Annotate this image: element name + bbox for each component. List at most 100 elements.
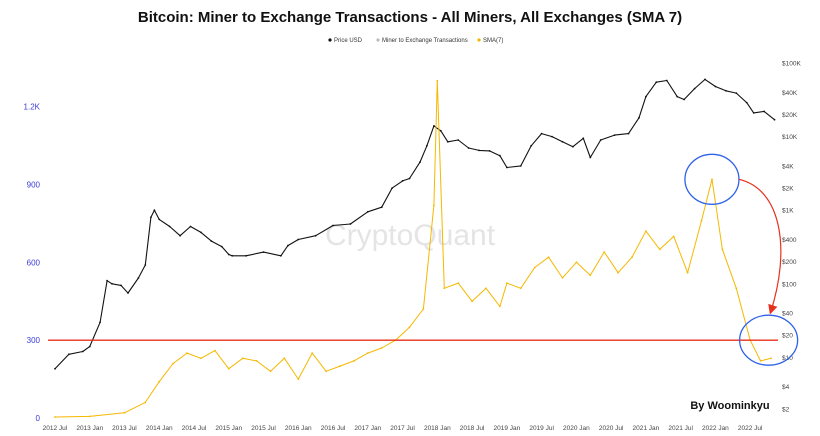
data-point bbox=[158, 380, 161, 383]
data-point bbox=[231, 254, 234, 257]
data-point bbox=[655, 81, 658, 84]
legend-marker bbox=[328, 38, 332, 42]
data-point bbox=[283, 357, 286, 360]
x-tick-label: 2021 Jul bbox=[668, 425, 693, 432]
data-point bbox=[599, 139, 602, 141]
data-point bbox=[158, 218, 161, 221]
data-point bbox=[339, 365, 341, 367]
right-tick-label: $20K bbox=[782, 112, 798, 119]
data-point bbox=[499, 154, 501, 157]
data-point bbox=[721, 248, 724, 251]
data-point bbox=[419, 161, 421, 164]
legend-entry[interactable]: Miner to Exchange Transactions bbox=[382, 38, 468, 44]
data-point bbox=[137, 277, 140, 279]
data-point bbox=[189, 225, 192, 228]
data-point bbox=[81, 350, 84, 353]
right-tick-label: $100K bbox=[782, 61, 801, 68]
right-tick-label: $20 bbox=[782, 333, 793, 340]
data-point bbox=[488, 150, 491, 152]
x-tick-label: 2015 Jan bbox=[215, 425, 242, 432]
data-point bbox=[68, 353, 70, 356]
legend-entry[interactable]: SMA(7) bbox=[483, 38, 503, 44]
data-point bbox=[589, 274, 592, 277]
data-point bbox=[478, 149, 480, 152]
data-point bbox=[408, 177, 411, 180]
data-point bbox=[700, 219, 703, 222]
data-point bbox=[547, 256, 550, 259]
data-point bbox=[311, 352, 314, 354]
x-tick-label: 2022 Jul bbox=[738, 425, 763, 432]
x-tick-label: 2019 Jan bbox=[493, 425, 520, 432]
data-point bbox=[551, 135, 553, 138]
data-point bbox=[127, 292, 129, 294]
left-tick-label: 300 bbox=[27, 336, 41, 345]
x-tick-label: 2014 Jul bbox=[182, 425, 207, 432]
right-tick-label: $200 bbox=[782, 259, 797, 266]
data-point bbox=[426, 144, 428, 147]
legend-entry[interactable]: Price USD bbox=[334, 38, 363, 44]
data-point bbox=[704, 78, 706, 81]
data-point bbox=[770, 357, 772, 360]
data-point bbox=[391, 187, 393, 190]
data-point bbox=[280, 254, 282, 257]
annotation-layer bbox=[48, 153, 799, 366]
data-point bbox=[485, 287, 487, 290]
series-line bbox=[54, 78, 775, 370]
data-point bbox=[210, 240, 213, 243]
legend: Price USD Miner to Exchange Transactions S… bbox=[328, 38, 503, 44]
data-point bbox=[603, 251, 606, 253]
data-point bbox=[467, 147, 470, 149]
data-point bbox=[676, 95, 679, 98]
x-tick-label: 2018 Jul bbox=[460, 425, 485, 432]
x-tick-label: 2018 Jan bbox=[424, 425, 451, 432]
data-point bbox=[457, 139, 460, 141]
x-tick-label: 2013 Jan bbox=[76, 425, 103, 432]
data-point bbox=[214, 349, 216, 352]
data-point bbox=[561, 277, 564, 279]
data-point bbox=[683, 98, 685, 101]
data-point bbox=[638, 116, 640, 119]
data-point bbox=[627, 132, 630, 135]
data-point bbox=[349, 223, 352, 225]
x-tick-label: 2016 Jul bbox=[321, 425, 346, 432]
data-point bbox=[262, 251, 265, 254]
data-point bbox=[88, 345, 91, 348]
x-tick-label: 2015 Jul bbox=[251, 425, 276, 432]
data-point bbox=[572, 145, 574, 148]
data-point bbox=[773, 118, 776, 121]
right-tick-label: $40K bbox=[782, 90, 798, 97]
data-point bbox=[245, 254, 248, 257]
data-point bbox=[153, 209, 156, 212]
data-point bbox=[457, 282, 460, 284]
x-tick-label: 2020 Jan bbox=[563, 425, 590, 432]
right-tick-label: $40 bbox=[782, 311, 793, 318]
right-tick-label: $100 bbox=[782, 281, 797, 288]
data-point bbox=[506, 282, 508, 284]
series-layer bbox=[54, 78, 776, 418]
x-tick-label: 2013 Jul bbox=[112, 425, 137, 432]
data-point bbox=[582, 137, 585, 140]
data-point bbox=[332, 224, 334, 227]
data-point bbox=[366, 352, 369, 354]
data-point bbox=[589, 156, 592, 159]
data-point bbox=[172, 362, 175, 365]
data-point bbox=[269, 370, 272, 373]
data-point bbox=[54, 416, 56, 418]
data-point bbox=[752, 112, 755, 114]
left-tick-label: 900 bbox=[27, 181, 41, 190]
data-point bbox=[506, 166, 508, 169]
right-tick-label: $2K bbox=[782, 186, 794, 193]
data-point bbox=[186, 352, 188, 354]
data-point bbox=[353, 360, 355, 362]
data-point bbox=[439, 129, 442, 132]
data-point bbox=[99, 321, 101, 324]
data-point bbox=[436, 79, 439, 82]
data-point bbox=[745, 101, 748, 104]
data-point bbox=[297, 238, 300, 241]
left-tick-label: 1.2K bbox=[24, 103, 41, 112]
left-tick-label: 0 bbox=[36, 414, 41, 423]
data-point bbox=[144, 401, 147, 404]
data-point bbox=[617, 271, 619, 274]
data-point bbox=[422, 308, 425, 310]
